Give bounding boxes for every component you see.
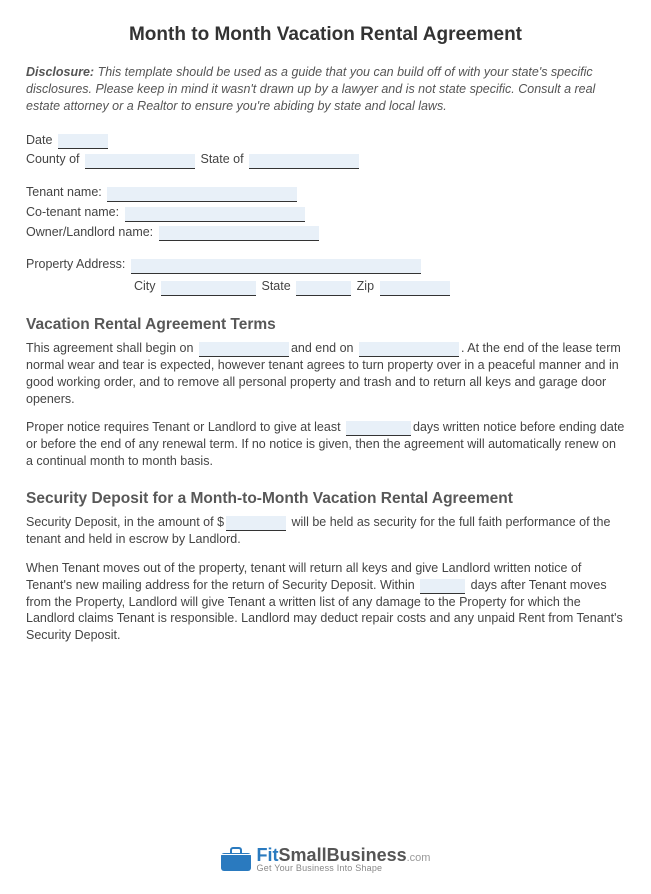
zip-input[interactable] bbox=[380, 281, 450, 296]
owner-input[interactable] bbox=[159, 226, 319, 241]
briefcase-icon bbox=[221, 847, 251, 871]
county-label: County of bbox=[26, 152, 80, 166]
date-row: Date bbox=[26, 131, 625, 150]
within-days-input[interactable] bbox=[420, 579, 465, 594]
city-label: City bbox=[134, 279, 156, 293]
tenant-input[interactable] bbox=[107, 187, 297, 202]
terms-p2a: Proper notice requires Tenant or Landlor… bbox=[26, 420, 344, 434]
city-input[interactable] bbox=[161, 281, 256, 296]
notice-days-input[interactable] bbox=[346, 421, 411, 436]
owner-label: Owner/Landlord name: bbox=[26, 225, 153, 239]
cotenant-row: Co-tenant name: bbox=[26, 203, 625, 222]
page-title: Month to Month Vacation Rental Agreement bbox=[26, 24, 625, 46]
state-input[interactable] bbox=[296, 281, 351, 296]
terms-heading: Vacation Rental Agreement Terms bbox=[26, 316, 625, 334]
deposit-paragraph-1: Security Deposit, in the amount of $ wil… bbox=[26, 514, 625, 548]
zip-label: Zip bbox=[357, 279, 374, 293]
brand-fit: Fit bbox=[257, 845, 279, 865]
address-label: Property Address: bbox=[26, 257, 125, 271]
terms-paragraph-2: Proper notice requires Tenant or Landlor… bbox=[26, 419, 625, 470]
terms-p1b: and end on bbox=[291, 341, 357, 355]
address-row: Property Address: bbox=[26, 255, 625, 274]
end-date-input[interactable] bbox=[359, 342, 459, 357]
deposit-p1a: Security Deposit, in the amount of $ bbox=[26, 515, 224, 529]
address-input[interactable] bbox=[131, 259, 421, 274]
begin-date-input[interactable] bbox=[199, 342, 289, 357]
deposit-paragraph-2: When Tenant moves out of the property, t… bbox=[26, 560, 625, 644]
tenant-row: Tenant name: bbox=[26, 183, 625, 202]
state-of-label: State of bbox=[200, 152, 243, 166]
date-input[interactable] bbox=[58, 134, 108, 149]
disclosure-paragraph: Disclosure: This template should be used… bbox=[26, 64, 625, 115]
brand-com: .com bbox=[407, 852, 431, 864]
disclosure-label: Disclosure: bbox=[26, 65, 94, 79]
brand-rest: SmallBusiness bbox=[279, 845, 407, 865]
deposit-amount-input[interactable] bbox=[226, 516, 286, 531]
county-input[interactable] bbox=[85, 154, 195, 169]
terms-paragraph-1: This agreement shall begin on and end on… bbox=[26, 340, 625, 408]
terms-p1a: This agreement shall begin on bbox=[26, 341, 197, 355]
date-label: Date bbox=[26, 133, 52, 147]
cotenant-input[interactable] bbox=[125, 207, 305, 222]
brand-tagline: Get Your Business Into Shape bbox=[257, 864, 431, 873]
state-of-input[interactable] bbox=[249, 154, 359, 169]
county-state-row: County of State of bbox=[26, 150, 625, 169]
brand-name: FitSmallBusiness.com bbox=[257, 846, 431, 864]
footer: FitSmallBusiness.com Get Your Business I… bbox=[0, 846, 651, 877]
city-state-zip-row: City State Zip bbox=[134, 277, 625, 296]
owner-row: Owner/Landlord name: bbox=[26, 223, 625, 242]
state-label: State bbox=[262, 279, 291, 293]
disclosure-text: This template should be used as a guide … bbox=[26, 65, 595, 113]
deposit-heading: Security Deposit for a Month-to-Month Va… bbox=[26, 490, 625, 508]
cotenant-label: Co-tenant name: bbox=[26, 205, 119, 219]
tenant-label: Tenant name: bbox=[26, 185, 102, 199]
